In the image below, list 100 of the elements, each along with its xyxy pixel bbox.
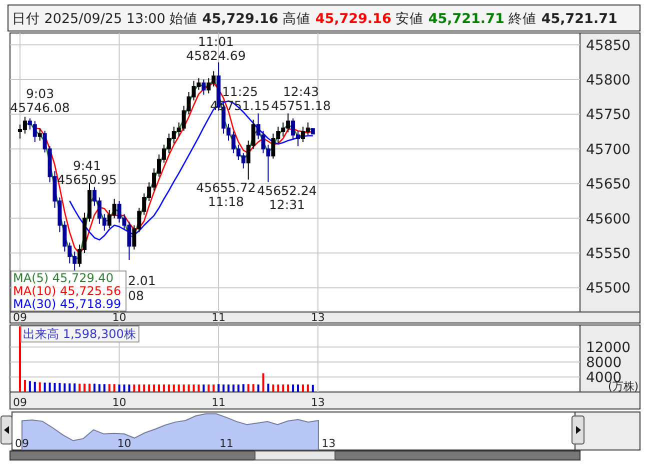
bar [272, 384, 274, 392]
bar [98, 384, 100, 392]
bar [182, 384, 185, 392]
bar [242, 384, 244, 392]
y-tick-label: 45650 [586, 176, 631, 193]
bar [128, 384, 130, 392]
bar [38, 382, 41, 392]
candlestick [202, 79, 206, 96]
text: MA(30) 45,718.99 [13, 297, 122, 311]
bar [162, 384, 165, 392]
annotation: 12:31 [268, 197, 306, 212]
bar [257, 384, 260, 392]
y-tick-label: 45750 [586, 107, 631, 124]
bar [222, 384, 225, 392]
y-tick-label: 8000 [586, 355, 622, 372]
x-tick-label: 10 [117, 437, 132, 450]
annotation: 11:01 [198, 34, 234, 49]
bar [208, 384, 210, 392]
annotation: 08 [128, 288, 144, 303]
bar [153, 384, 156, 392]
y-tick-label: 45800 [586, 72, 631, 88]
bar [54, 383, 56, 392]
x-tick-label: 11 [219, 437, 234, 450]
x-tick-label: 09 [13, 311, 27, 324]
bar [282, 384, 284, 392]
bar [277, 384, 280, 392]
annotation: 45751.18 [271, 98, 331, 113]
annotation: 9:41 [72, 158, 102, 173]
annotation: 45655.72 [196, 180, 256, 195]
bar [58, 383, 61, 392]
bar [247, 384, 250, 392]
candlestick [38, 128, 42, 142]
x-tick-label: 11 [212, 396, 226, 409]
x-tick-label: 13 [310, 311, 325, 324]
y-tick-label: 45600 [586, 211, 631, 228]
bar [192, 384, 195, 392]
bar [302, 384, 304, 392]
annotation: 45652.24 [257, 183, 317, 198]
x-tick-label: 10 [112, 311, 126, 324]
bar [262, 373, 264, 392]
x-tick-label: 13 [310, 396, 325, 409]
bar [158, 384, 160, 392]
bar [172, 384, 175, 392]
x-tick-label: 11 [212, 311, 226, 324]
y-tick-label: 45700 [586, 142, 631, 158]
series-label: MA(5) 45,729.40 [13, 271, 114, 285]
annotation: 11:18 [208, 194, 244, 209]
chart-title: 出来高 1,598,300株 [23, 327, 136, 341]
bar [48, 382, 51, 392]
bar [292, 384, 294, 392]
bar [88, 384, 90, 392]
x-tick-label: 09 [13, 396, 27, 409]
y-tick-label: 45550 [586, 246, 631, 262]
bar [232, 384, 234, 392]
y-tick-label: 12000 [586, 340, 631, 356]
bar [24, 380, 26, 392]
text: MA(10) 45,725.56 [13, 284, 122, 298]
annotation: 11:25 [222, 84, 258, 99]
bar [84, 384, 86, 392]
bar [252, 384, 254, 392]
bar [113, 384, 116, 392]
bar [133, 384, 136, 392]
bar [168, 384, 170, 392]
annotation: 2.01 [128, 273, 156, 288]
candlestick [310, 128, 315, 134]
annotation: 9:03 [26, 86, 54, 101]
bar [103, 384, 106, 392]
bar [312, 384, 314, 392]
bar [118, 384, 120, 392]
annotation: 45746.08 [10, 100, 70, 115]
bar [202, 384, 205, 392]
bar [306, 384, 309, 392]
bar [287, 384, 290, 392]
bar [228, 384, 230, 392]
x-tick-label: 10 [112, 396, 126, 409]
bar [34, 382, 36, 392]
bar [148, 384, 150, 392]
bar [188, 384, 190, 392]
bar [28, 381, 31, 392]
bar [78, 384, 81, 392]
y-tick-label: 45850 [586, 38, 631, 54]
bar [218, 384, 220, 392]
bar [123, 384, 126, 392]
annotation: 45824.69 [186, 48, 246, 63]
bar [74, 383, 76, 392]
bar [143, 384, 146, 392]
bar [198, 384, 200, 392]
x-tick-label: 13 [322, 437, 336, 450]
bar [68, 383, 71, 392]
chart-title: 日付 2025/09/25 13:00 始値 45,729.16 高値 45,729.16 安値 45,721.71 終値 45,721.71 [12, 11, 618, 27]
bar [178, 384, 180, 392]
bar [44, 382, 46, 392]
bar [108, 384, 110, 392]
y-tick-label: 45500 [586, 280, 631, 297]
bar [138, 384, 140, 392]
annotation: 12:43 [282, 84, 320, 99]
bar [267, 384, 270, 392]
bar [212, 384, 215, 392]
bar [237, 384, 240, 392]
x-tick-label: 09 [15, 437, 29, 450]
